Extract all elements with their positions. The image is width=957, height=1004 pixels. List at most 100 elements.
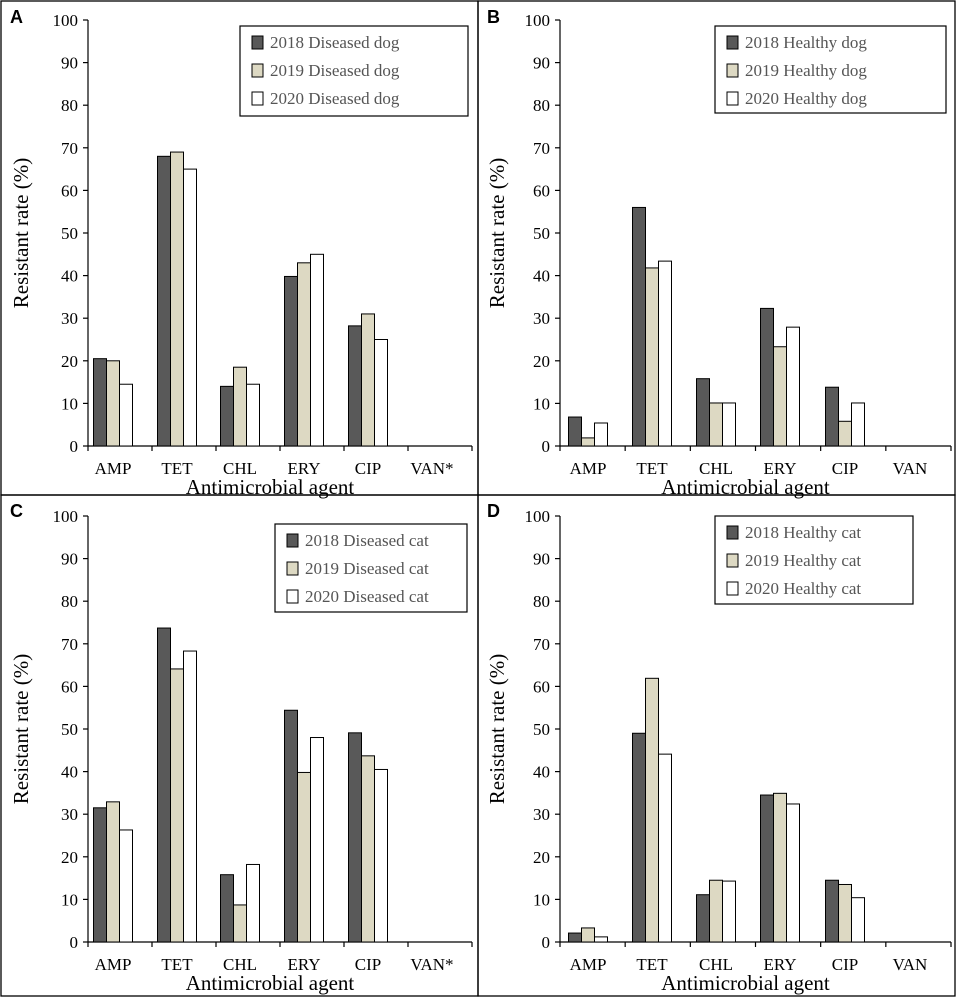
bar-2018-AMP [568,932,582,943]
bar-2019-ERY [297,771,311,943]
bar-2019-CIP [361,313,375,447]
legend-label: 2019 Diseased cat [305,559,429,578]
panel-label: A [10,7,23,27]
bar-2018-TET [632,206,646,447]
bar-2019-CIP [361,755,375,943]
bar-2018-TET [157,155,171,447]
legend-swatch [251,91,264,106]
legend: 2018 Diseased cat 2019 Diseased cat 2020 D… [274,523,468,613]
bar-2018-CHL [220,385,234,447]
y-tick-label: 20 [533,352,550,371]
x-category-label: ERY [287,459,320,478]
y-tick-label: 50 [533,720,550,739]
legend-swatch [726,91,739,106]
bar-2018-CIP [348,325,362,447]
bar-2019-AMP [581,927,595,943]
y-tick-label: 30 [61,805,78,824]
y-tick-label: 50 [533,224,550,243]
y-tick-label: 90 [533,550,550,569]
bar-2018-CHL [696,894,710,943]
y-tick-label: 90 [533,54,550,73]
bar-2018-ERY [760,794,774,943]
bar-2020-CIP [374,768,388,943]
y-tick-label: 10 [61,394,78,413]
bar-2020-TET [183,168,197,447]
y-tick-label: 100 [525,507,551,526]
bar-2019-AMP [106,801,120,943]
legend-label: 2019 Healthy dog [745,61,867,80]
y-tick-label: 60 [533,677,550,696]
panel-d: D 0 10 20 30 40 50 60 70 80 90 100 AMP TET CHL ERY CIP VA… [477,494,956,997]
bar-2020-ERY [786,326,800,447]
legend: 2018 Healthy dog 2019 Healthy dog 2020 Hea… [714,25,947,114]
y-tick-label: 50 [61,224,78,243]
y-tick-label: 40 [61,267,78,286]
y-tick-label: 70 [61,635,78,654]
y-tick-label: 0 [542,933,551,952]
y-tick-label: 20 [533,848,550,867]
panel-frame [477,494,956,997]
bar-2020-ERY [310,253,324,447]
bar-2020-TET [658,753,672,943]
bar-2020-CIP [851,402,865,447]
y-tick-label: 20 [61,352,78,371]
legend-swatch [726,525,739,540]
x-category-label: CHL [223,459,257,478]
legend-box [239,25,469,117]
bar-2020-TET [183,650,197,943]
x-category-label: TET [161,955,193,974]
x-category-label: CHL [699,459,733,478]
x-category-label: AMP [570,955,607,974]
bar-2020-AMP [119,383,133,447]
bar-2019-CHL [233,904,247,943]
bar-2018-ERY [284,709,298,943]
bar-2018-AMP [93,358,107,447]
bar-2018-CHL [696,378,710,447]
bar-2020-CHL [246,863,260,943]
y-tick-label: 40 [533,267,550,286]
x-category-label: ERY [287,955,320,974]
legend: 2018 Healthy cat 2019 Healthy cat 2020 Hea… [714,515,914,605]
x-axis-title: Antimicrobial agent [661,971,830,995]
x-category-label: AMP [95,459,132,478]
x-category-label: VAN [893,459,928,478]
bar-2020-AMP [119,829,133,943]
legend-label: 2018 Diseased cat [305,531,429,550]
legend-box [714,515,914,605]
y-tick-label: 40 [533,763,550,782]
panel-c: C 0 10 20 30 40 50 60 70 80 90 100 AMP TET CHL ERY CIP VA… [0,494,479,997]
x-category-label: CIP [832,955,858,974]
bar-2018-AMP [568,416,582,447]
bar-2019-CHL [233,366,247,447]
legend-label: 2018 Healthy dog [745,33,867,52]
y-tick-label: 60 [61,181,78,200]
x-category-label: TET [636,459,668,478]
legend-swatch [726,35,739,50]
panel-label: D [487,501,500,521]
x-category-label: CIP [832,459,858,478]
bar-2020-CHL [246,383,260,447]
legend-box [274,523,468,613]
bar-2018-TET [157,627,171,943]
y-tick-label: 70 [533,139,550,158]
legend-swatch [286,561,299,576]
legend-swatch [726,581,739,596]
bar-2018-ERY [760,307,774,447]
y-tick-label: 100 [53,11,79,30]
legend: 2018 Diseased dog 2019 Diseased dog 2020 D… [239,25,469,117]
bar-2019-ERY [773,792,787,943]
legend-box [714,25,947,114]
y-tick-label: 80 [533,96,550,115]
y-tick-label: 80 [61,96,78,115]
legend-swatch [251,35,264,50]
bar-2019-CIP [838,420,852,447]
bar-2019-TET [645,267,659,447]
bar-2019-CHL [709,879,723,943]
panel-label: B [487,7,500,27]
bar-2020-AMP [594,422,608,447]
legend-label: 2020 Diseased cat [305,587,429,606]
bar-2020-ERY [786,803,800,943]
y-axis-title: Resistant rate (%) [485,158,509,308]
bar-2019-CIP [838,883,852,943]
